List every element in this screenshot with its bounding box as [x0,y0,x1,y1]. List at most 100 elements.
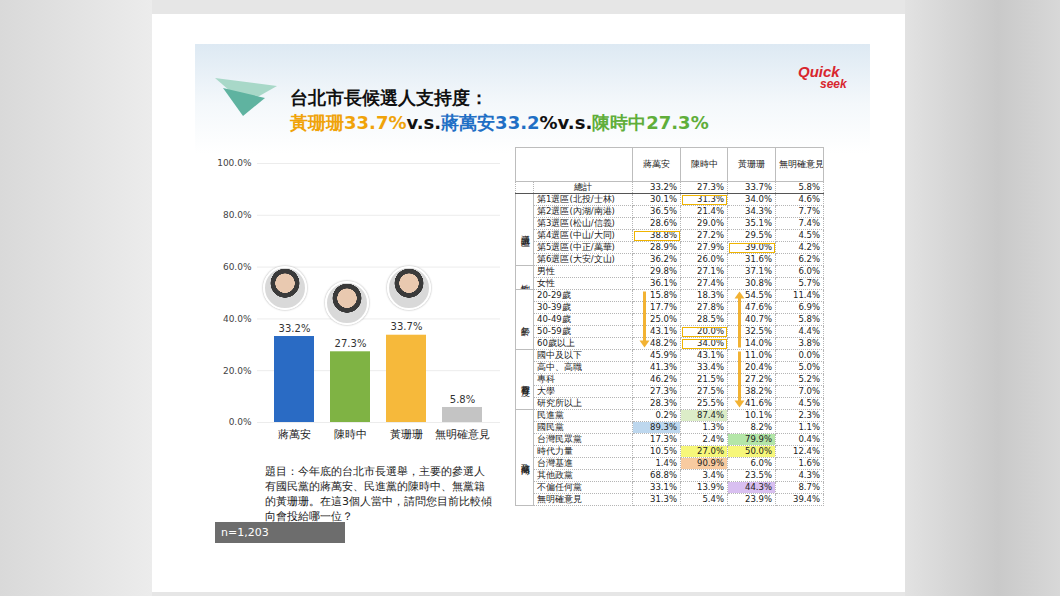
html-text:黃珊珊33.7% v.s.蔣萬安33.2%v.s.陳時中27: 黃珊珊33.7% v.s.蔣萬安33.2%v.s.陳時中27.3% [290,112,709,133]
html-text:45.9%: 45.9% [650,350,677,360]
html-text:4.6%: 4.6% [798,194,820,204]
html-text:4.5%: 4.5% [798,230,820,240]
html-text:高中、高職: 高中、高職 [537,362,582,372]
html-text:43.1%: 43.1% [650,326,677,336]
html-text:32.5%: 32.5% [745,326,772,336]
html-text:27.4%: 27.4% [697,278,724,288]
html-text:11.4%: 11.4% [793,290,820,300]
html-text:36.1%: 36.1% [650,278,677,288]
html-text:6.9%: 6.9% [798,302,820,312]
html-text:27.8%: 27.8% [697,302,724,312]
html-text:18.3%: 18.3% [697,290,724,300]
html-text:3.8%: 3.8% [798,338,820,348]
html-text:Quick: Quick [798,63,840,80]
svg-text:蔣萬安: 蔣萬安 [278,428,311,441]
svg-text:33.7%: 33.7% [391,321,423,332]
html-text:14.0%: 14.0% [745,338,772,348]
svg-text:20.0%: 20.0% [223,366,252,376]
html-text:7.7%: 7.7% [798,206,820,216]
html-text:40.7%: 40.7% [745,314,772,324]
svg-text:80.0%: 80.0% [223,210,252,220]
html-text:6.2%: 6.2% [798,254,820,264]
html-text:36.2%: 36.2% [650,254,677,264]
html-text:20.0%: 20.0% [697,326,724,336]
html-text:54.5%: 54.5% [745,290,772,300]
html-text:台北市長候選人支持度：: 台北市長候選人支持度： [290,87,488,108]
html-text:26.0%: 26.0% [697,254,724,264]
html-text:第1選區(北投/士林): 第1選區(北投/士林) [537,194,615,204]
html-text:36.5%: 36.5% [650,206,677,216]
html-text:國中及以下: 國中及以下 [537,350,582,360]
html-text:第2選區(內湖/南港): 第2選區(內湖/南港) [537,206,615,216]
svg-text:陳時中: 陳時中 [334,428,367,441]
html-text:50-59歲: 50-59歲 [537,326,571,336]
html-text:39.0%: 39.0% [745,242,772,252]
svg-text:27.3%: 27.3% [335,338,367,349]
svg-text:33.2%: 33.2% [279,323,311,334]
html-text:29.5%: 29.5% [745,230,772,240]
html-text:15.8%: 15.8% [650,290,677,300]
svg-text:40.0%: 40.0% [223,314,252,324]
html-text:27.2%: 27.2% [697,230,724,240]
html-text:7.4%: 7.4% [798,218,820,228]
html-text:29.0%: 29.0% [697,218,724,228]
html-text:陳時中: 陳時中 [690,159,718,169]
html-text:30.8%: 30.8% [745,278,772,288]
html-text:30-39歲: 30-39歲 [537,302,571,312]
svg-text:黃珊珊: 黃珊珊 [390,428,423,441]
html-text:20-29歲: 20-29歲 [537,290,571,300]
html-text:29.8%: 29.8% [650,266,677,276]
html-text:48.2%: 48.2% [650,338,677,348]
html-text:25.0%: 25.0% [650,314,677,324]
html-text:第6選區(大安/文山): 第6選區(大安/文山) [537,254,615,264]
html-text:17.7%: 17.7% [650,302,677,312]
html-text:黃珊珊: 黃珊珊 [738,159,765,169]
html-text:0.0%: 0.0% [798,350,820,360]
html-text:38.8%: 38.8% [650,230,677,240]
html-text:蔣萬安: 蔣萬安 [643,159,670,169]
html-text:男性: 男性 [537,266,555,276]
html-text:35.1%: 35.1% [745,218,772,228]
html-text:4.2%: 4.2% [798,242,820,252]
html-text:28.5%: 28.5% [697,314,724,324]
html-text:34.3%: 34.3% [745,206,772,216]
html-text:43.1%: 43.1% [697,350,724,360]
html-text:40-49歲: 40-49歲 [537,314,571,324]
html-text:27.9%: 27.9% [697,242,724,252]
html-text:21.4%: 21.4% [697,206,724,216]
html-text:33.7%: 33.7% [745,182,772,192]
html-text:5.8%: 5.8% [798,182,820,192]
html-text:題目：今年底的台北市長選舉，主要的參選人有國民黨的蔣萬安、民: 題目：今年底的台北市長選舉，主要的參選人有國民黨的蔣萬安、民進黨的陳時中、無黨籍… [265,465,492,523]
svg-text:100.0%: 100.0% [217,158,252,168]
svg-text:60.0%: 60.0% [223,262,252,272]
html-text:seek: seek [820,77,847,91]
html-text:第5選區(中正/萬華): 第5選區(中正/萬華) [537,242,615,252]
html-text:28.6%: 28.6% [650,218,677,228]
html-text:34.0%: 34.0% [697,338,724,348]
html-text:第3選區(松山/信義): 第3選區(松山/信義) [537,218,615,228]
html-text:4.4%: 4.4% [798,326,820,336]
html-text:28.9%: 28.9% [650,242,677,252]
html-text:5.7%: 5.7% [798,278,820,288]
html-text:第4選區(中山/大同): 第4選區(中山/大同) [537,230,615,240]
html-text:n=1,203: n=1,203 [221,526,269,539]
svg-text:無明確意見: 無明確意見 [435,428,490,441]
html-text:11.0%: 11.0% [745,350,772,360]
html-text:27.3%: 27.3% [697,182,724,192]
html-text:60歲以上: 60歲以上 [537,338,575,348]
html-text:總計: 總計 [574,182,592,192]
html-text:37.1%: 37.1% [745,266,772,276]
svg-text:5.8%: 5.8% [450,394,475,405]
svg-text:0.0%: 0.0% [229,417,252,427]
html-text:34.0%: 34.0% [745,194,772,204]
html-text:6.0%: 6.0% [798,266,820,276]
html-text:5.8%: 5.8% [798,314,820,324]
html-text:女性: 女性 [537,278,555,288]
html-text:33.2%: 33.2% [650,182,677,192]
html-text:31.3%: 31.3% [697,194,724,204]
html-text:47.6%: 47.6% [745,302,772,312]
html-text:27.1%: 27.1% [697,266,724,276]
html-text:無明確意見: 無明確意見 [779,159,824,169]
html-text:30.1%: 30.1% [650,194,677,204]
html-text:31.6%: 31.6% [745,254,772,264]
